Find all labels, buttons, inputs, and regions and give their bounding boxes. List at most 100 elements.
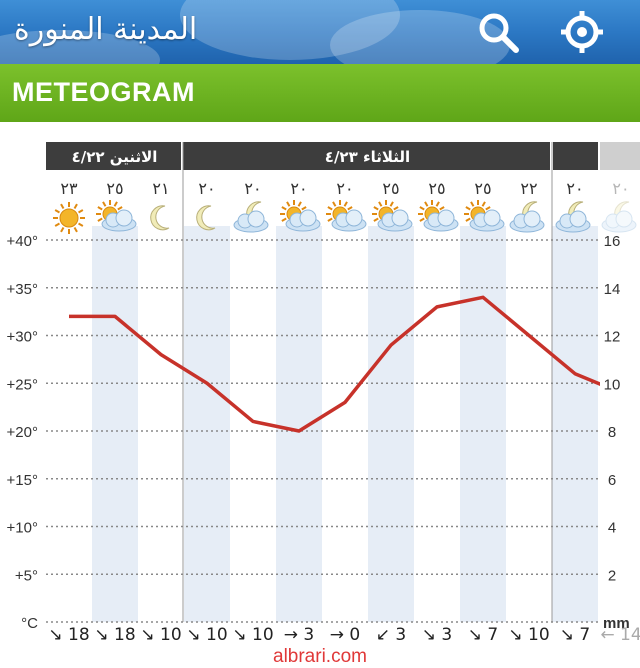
hour-label: ٢٥ [428,179,445,198]
column-shade [460,226,506,622]
sun-ray [420,219,424,222]
wind-label: → 0 [330,625,360,645]
y-tick-label: +30° [7,329,38,346]
y2-tick-label: 6 [608,472,616,489]
wind-label: ↘ 10 [508,625,549,645]
sun-cloud-icon [326,200,366,231]
column-shade [552,226,598,622]
sun-ray [55,224,59,227]
column-shade [184,226,230,622]
hour-label: ٢١ [152,179,169,198]
column-shade [276,226,322,622]
moon-shape [151,206,169,230]
hour-label: ٢٠ [198,179,215,198]
hour-label: ٢٠ [336,179,353,198]
section-bar: METEOGRAM [0,64,640,122]
cloud-part [570,211,586,227]
hour-label: ٢٢ [520,179,537,198]
wind-label: → 3 [284,625,314,645]
y2-tick-label: 16 [604,233,621,250]
column-shade [92,226,138,622]
cloud-part [300,210,316,226]
moon-cloud-icon [234,202,268,232]
cloud-part [484,210,500,226]
moon-icon [151,206,169,230]
wind-label: ↘ 18 [94,625,135,645]
sun-ray [379,202,382,206]
sun-ray [299,202,302,206]
sun-cloud-icon [418,200,458,231]
sun-ray [98,219,102,222]
sun-ray [282,219,286,222]
sun-ray [437,202,440,206]
app-header: المدينة المنورة [0,0,640,64]
sun-ray [115,202,118,206]
hour-label: ٢٥ [474,179,491,198]
sun-ray [118,207,122,210]
hour-label: ٢٠ [566,179,583,198]
site-credit: albrari.com [0,646,640,668]
sun-ray [75,204,78,208]
sun-ray [55,210,59,213]
sun-ray [79,210,83,213]
wind-label: ↘ 10 [232,625,273,645]
sun-ray [328,207,332,210]
y-tick-label: +20° [7,424,38,441]
search-icon[interactable] [476,10,520,54]
day-label: الثلاثاء ٤/٢٣ [325,148,410,166]
cloud-part [438,210,454,226]
sun-ray [374,207,378,210]
sun-ray [348,207,352,210]
wind-label: ↘ 18 [48,625,89,645]
column-shade [368,226,414,622]
sun-ray [75,228,78,232]
cloud-part [616,211,632,227]
y-tick-label: +15° [7,472,38,489]
sun-ray [302,207,306,210]
hour-label: ٢٥ [382,179,399,198]
sun-ray [471,202,474,206]
hour-label: ٢٣ [60,179,78,198]
y2-tick-label: 10 [604,376,621,393]
sun-ray [333,202,336,206]
wind-label: ↘ 7 [560,625,590,645]
sun-ray [425,202,428,206]
sun-ray [61,204,64,208]
wind-label: ↘ 7 [468,625,498,645]
moon-cloud-icon [556,202,590,232]
day-label: الاثنين ٤/٢٢ [72,148,158,166]
day-band [600,142,640,170]
cloud-part [346,210,362,226]
y-tick-label: °C [21,615,38,632]
city-title: المدينة المنورة [14,12,197,47]
sun-ray [483,202,486,206]
y-tick-label: +40° [7,233,38,250]
sun-ray [328,219,332,222]
crosshair-icon[interactable] [560,10,604,54]
sun-ray [98,207,102,210]
wind-label: ↘ 10 [186,625,227,645]
sun-ray [486,207,490,210]
sun-ray [466,207,470,210]
hour-label: ٢٠ [290,179,307,198]
y2-tick-label: 14 [604,281,621,298]
hour-label: ٢٠ [244,179,261,198]
sun-icon [53,202,85,234]
cloud-part [392,210,408,226]
wind-label: ↘ 10 [140,625,181,645]
hour-label: ٢٠ [612,179,629,198]
sun-ray [103,202,106,206]
wind-label: ← 14 [600,625,640,645]
cloud-part [524,211,540,227]
y2-tick-label: 8 [608,424,616,441]
sun-ray [282,207,286,210]
sun-ray [345,202,348,206]
sun-ray [420,207,424,210]
sun-ray [466,219,470,222]
temperature-line [69,297,621,431]
y-tick-label: +25° [7,376,38,393]
sun-ray [287,202,290,206]
y2-tick-label: 12 [604,329,621,346]
section-title: METEOGRAM [12,77,195,108]
